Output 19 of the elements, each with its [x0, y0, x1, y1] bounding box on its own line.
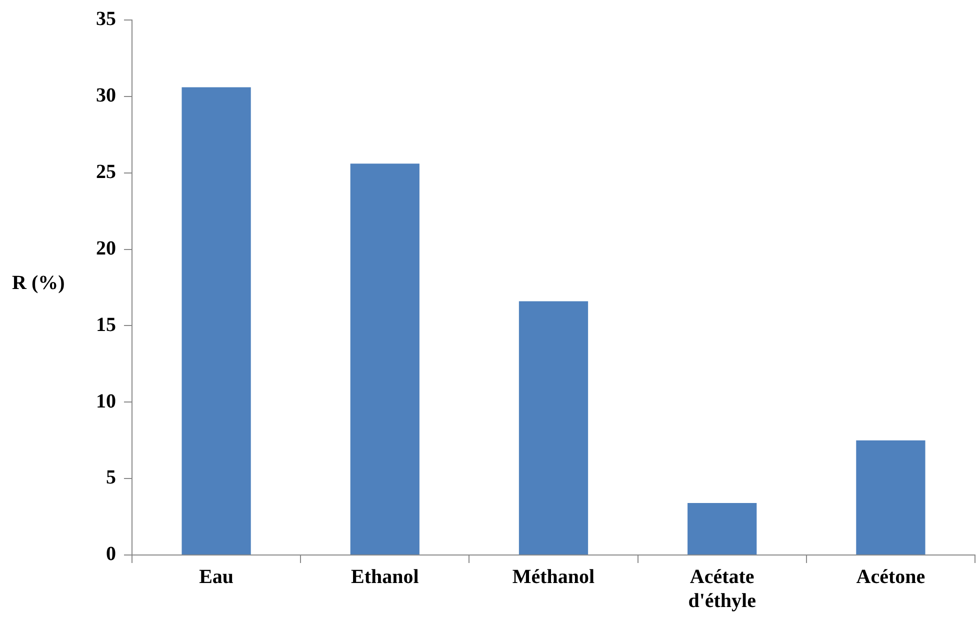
y-tick-label: 20 [96, 237, 116, 260]
y-tick-label: 35 [96, 8, 116, 30]
y-tick-label: 5 [106, 466, 116, 489]
x-tick-label: Ethanol [350, 566, 420, 588]
y-tick-label: 15 [96, 314, 116, 336]
x-tick-label: Acétone [856, 566, 926, 588]
y-tick-label: 30 [96, 84, 116, 107]
y-axis-title: R (%) [12, 272, 65, 295]
x-tick-label: Eau [199, 566, 234, 588]
bar [856, 440, 926, 554]
bar [518, 301, 588, 554]
x-tick-label: Acétate d'éthyle [688, 566, 756, 612]
y-tick-label: 25 [96, 161, 116, 184]
bar [350, 164, 420, 554]
y-tick-label: 10 [96, 390, 116, 412]
y-tick-label: 0 [106, 543, 116, 566]
bar [688, 503, 757, 554]
x-tick-label: Méthanol [512, 566, 596, 588]
bar [182, 87, 251, 554]
